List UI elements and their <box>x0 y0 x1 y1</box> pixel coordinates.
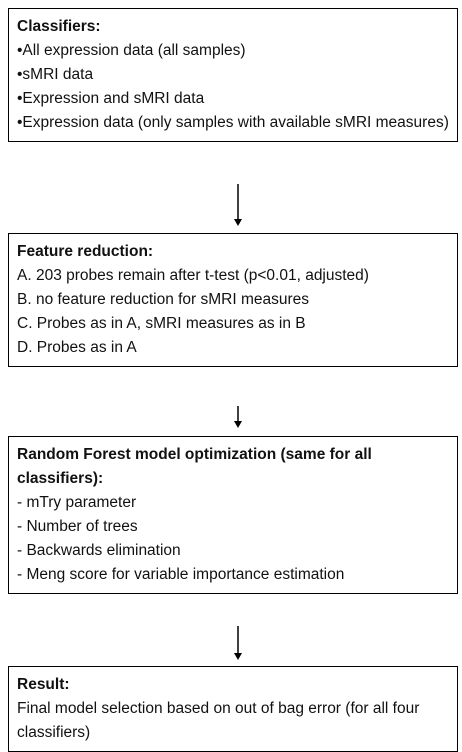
box-item: Final model selection based on out of ba… <box>17 700 420 741</box>
box-item: D. Probes as in A <box>17 339 137 356</box>
box-item: - mTry parameter <box>17 494 137 511</box>
box-item: - Meng score for variable importance est… <box>17 566 345 583</box>
box-item: C. Probes as in A, sMRI measures as in B <box>17 315 306 332</box>
box-item: •All expression data (all samples) <box>17 42 246 59</box>
flow-box: Classifiers: •All expression data (all sa… <box>8 8 458 142</box>
box-item: •sMRI data <box>17 66 94 83</box>
arrow-icon <box>234 626 242 660</box>
box-title: Random Forest model optimization (same f… <box>17 446 372 487</box>
flow-box: Result: Final model selection based on ou… <box>8 666 458 752</box>
box-item: A. 203 probes remain after t-test (p<0.0… <box>17 267 369 284</box>
box-title: Result: <box>17 676 70 693</box>
box-item: •Expression data (only samples with avai… <box>17 114 449 131</box>
arrow-icon <box>234 406 242 428</box>
box-item: - Backwards elimination <box>17 542 181 559</box>
arrow-icon <box>234 184 242 226</box>
flow-box: Feature reduction: A. 203 probes remain a… <box>8 233 458 367</box>
box-item: •Expression and sMRI data <box>17 90 205 107</box>
box-title: Classifiers: <box>17 18 101 35</box>
flow-box: Random Forest model optimization (same f… <box>8 436 458 594</box>
box-item: B. no feature reduction for sMRI measure… <box>17 291 310 308</box>
box-item: - Number of trees <box>17 518 138 535</box>
box-title: Feature reduction: <box>17 243 154 260</box>
